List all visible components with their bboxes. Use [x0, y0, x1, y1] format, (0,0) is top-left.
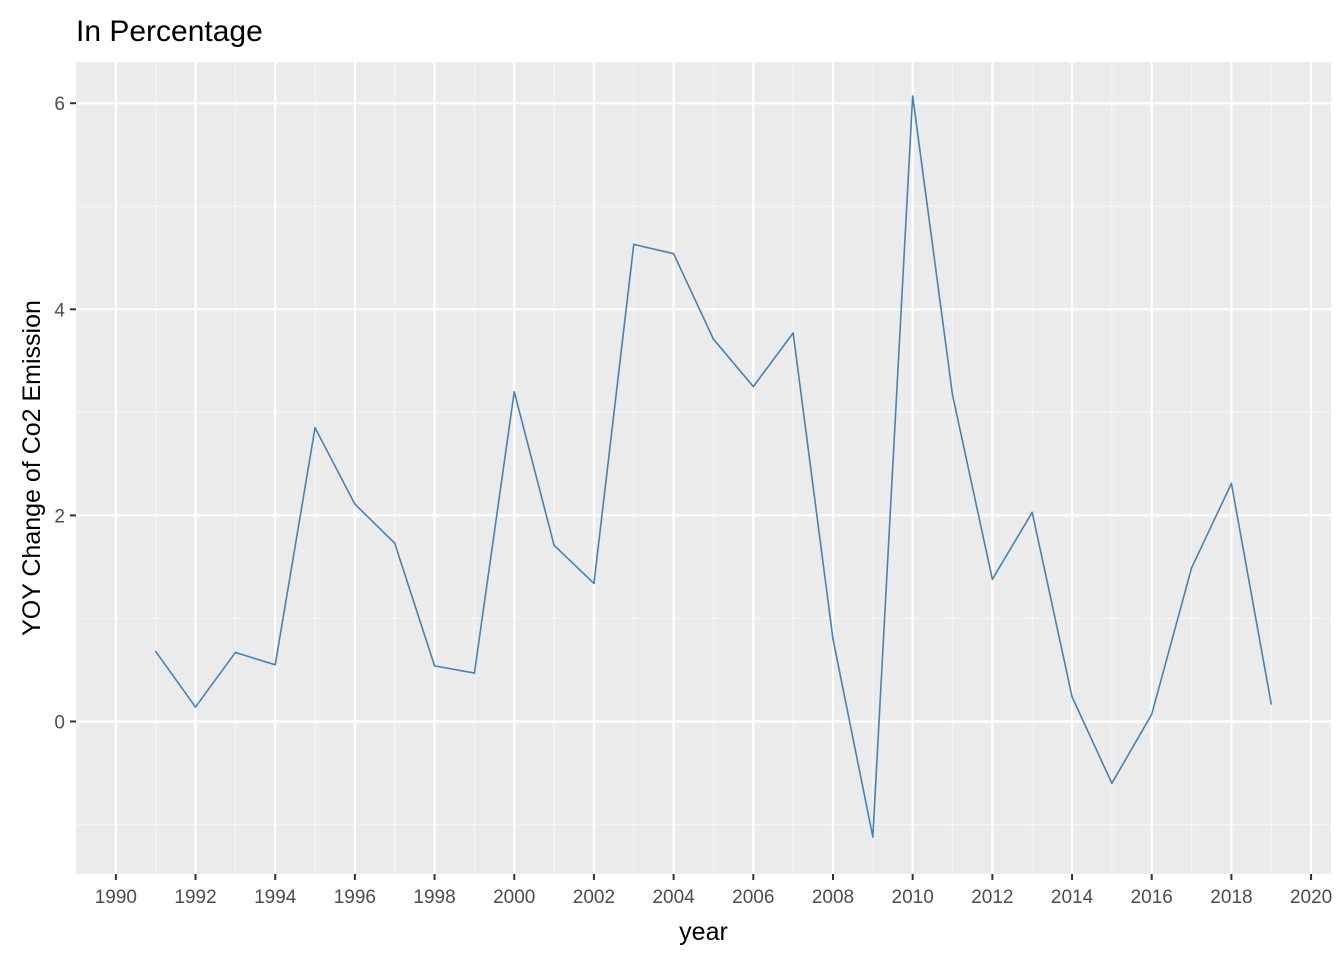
x-tick-label: 2016 — [1131, 887, 1173, 908]
series-layer — [154, 95, 1273, 838]
x-tick-label: 2014 — [1051, 887, 1094, 908]
x-tick-label: 2006 — [732, 887, 774, 908]
data-point — [154, 650, 157, 653]
x-tick-label: 2004 — [652, 887, 695, 908]
x-tick-label: 1990 — [95, 887, 137, 908]
data-point — [1190, 567, 1193, 569]
data-point — [672, 252, 675, 255]
data-point — [1230, 482, 1233, 485]
x-tick-label: 2000 — [493, 887, 535, 908]
y-tick-label: 6 — [54, 94, 65, 115]
data-point — [951, 394, 954, 396]
minor-gridlines — [75, 62, 1331, 874]
data-point — [274, 664, 277, 666]
x-tick-label: 2018 — [1210, 887, 1252, 908]
x-tick-label: 2002 — [573, 887, 615, 908]
x-tick-label: 2012 — [971, 887, 1013, 908]
major-gridlines — [76, 62, 1331, 874]
data-point — [194, 706, 197, 708]
y-tick-label: 2 — [54, 506, 65, 527]
x-tick-label: 1998 — [413, 887, 455, 908]
data-point — [553, 544, 555, 547]
data-point — [1150, 713, 1153, 716]
y-axis-title: YOY Change of Co2 Emission — [18, 300, 46, 636]
data-point — [1270, 703, 1273, 705]
data-point — [832, 638, 834, 640]
data-point — [234, 651, 237, 654]
data-point — [911, 95, 914, 97]
x-tick-label: 1992 — [174, 887, 216, 908]
data-point — [1071, 695, 1073, 698]
y-tick-label: 4 — [54, 300, 65, 321]
data-point — [513, 390, 516, 393]
data-point — [354, 503, 356, 505]
data-point — [393, 542, 396, 545]
data-point — [991, 578, 994, 581]
x-axis: 1990 1992 1994 1996 1998 2000 2002 2004 2006 2008… — [95, 874, 1332, 908]
data-point — [632, 243, 635, 246]
data-point — [593, 582, 595, 585]
data-point — [1111, 782, 1113, 785]
x-tick-label: 1996 — [334, 887, 376, 908]
data-point — [752, 385, 755, 388]
x-tick-label: 1994 — [254, 887, 297, 908]
x-tick-label: 2020 — [1290, 887, 1332, 908]
chart-title: In Percentage — [76, 15, 263, 48]
y-tick-label: 0 — [54, 712, 65, 733]
x-axis-title: year — [679, 918, 728, 946]
data-point — [473, 672, 476, 674]
data-point — [872, 836, 874, 838]
data-point — [712, 338, 715, 340]
x-tick-label: 2010 — [892, 887, 934, 908]
data-point — [792, 332, 794, 334]
data-point — [1031, 511, 1033, 514]
y-axis: 0 2 4 6 — [54, 94, 76, 733]
data-point — [314, 427, 316, 429]
data-point — [433, 665, 436, 667]
x-tick-label: 2008 — [812, 887, 854, 908]
plot-panel — [76, 62, 1331, 874]
